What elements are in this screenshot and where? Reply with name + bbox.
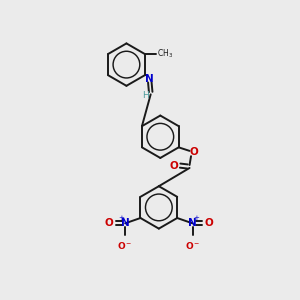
Text: N: N <box>121 218 130 228</box>
Text: O: O <box>189 147 198 157</box>
Text: +: + <box>118 215 124 221</box>
Text: N: N <box>188 218 197 228</box>
Text: CH$_3$: CH$_3$ <box>158 48 174 60</box>
Text: N: N <box>146 74 154 84</box>
Text: +: + <box>194 215 199 221</box>
Text: O: O <box>105 218 114 228</box>
Text: O$^-$: O$^-$ <box>117 239 133 250</box>
Text: H: H <box>142 91 149 100</box>
Text: O: O <box>169 160 178 171</box>
Text: O$^-$: O$^-$ <box>185 239 200 250</box>
Text: O: O <box>204 218 213 228</box>
